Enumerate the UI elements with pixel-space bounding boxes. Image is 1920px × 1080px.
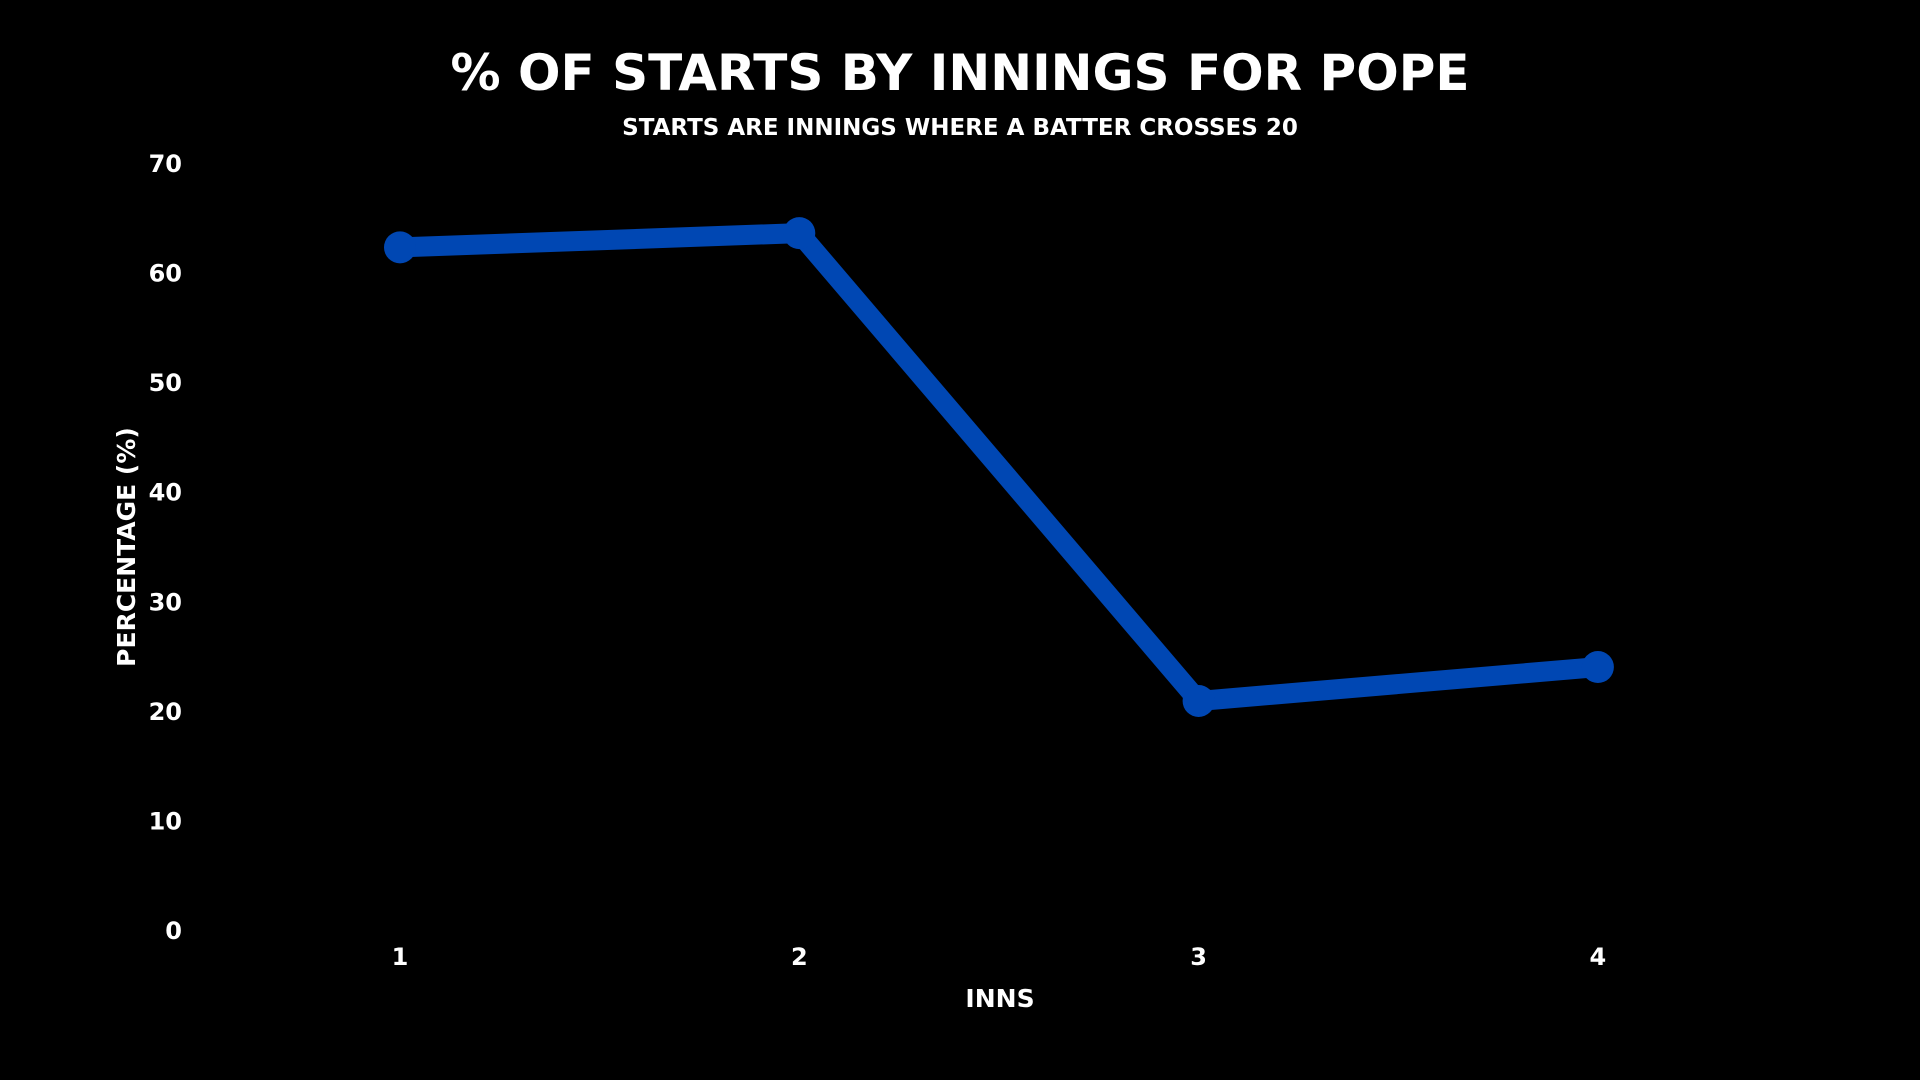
y-axis-label: PERCENTAGE (%) [112, 427, 141, 667]
data-point [1182, 684, 1215, 717]
data-point [1581, 651, 1614, 684]
chart-subtitle: STARTS ARE INNINGS WHERE A BATTER CROSSE… [622, 115, 1298, 141]
y-axis-ticks: 0 10 20 30 40 50 60 70 [149, 150, 182, 945]
series-layer [384, 217, 1614, 717]
x-tick-label: 1 [392, 943, 409, 971]
y-tick-label: 70 [149, 150, 182, 178]
y-tick-label: 40 [149, 479, 182, 507]
data-point [783, 217, 816, 250]
series-line [390, 223, 1608, 711]
chart-title: % OF STARTS BY INNINGS FOR POPE [451, 44, 1470, 102]
x-tick-label: 2 [791, 943, 808, 971]
y-tick-label: 60 [149, 260, 182, 288]
y-tick-label: 0 [165, 917, 182, 945]
x-tick-label: 4 [1590, 943, 1607, 971]
y-tick-label: 30 [149, 588, 182, 616]
y-tick-label: 10 [149, 807, 182, 835]
x-axis-label: INNS [965, 984, 1034, 1013]
data-point [384, 231, 416, 264]
y-tick-label: 50 [149, 369, 182, 397]
y-tick-label: 20 [149, 698, 182, 726]
x-axis-ticks: 1 2 3 4 [392, 943, 1607, 971]
x-tick-label: 3 [1190, 943, 1207, 971]
